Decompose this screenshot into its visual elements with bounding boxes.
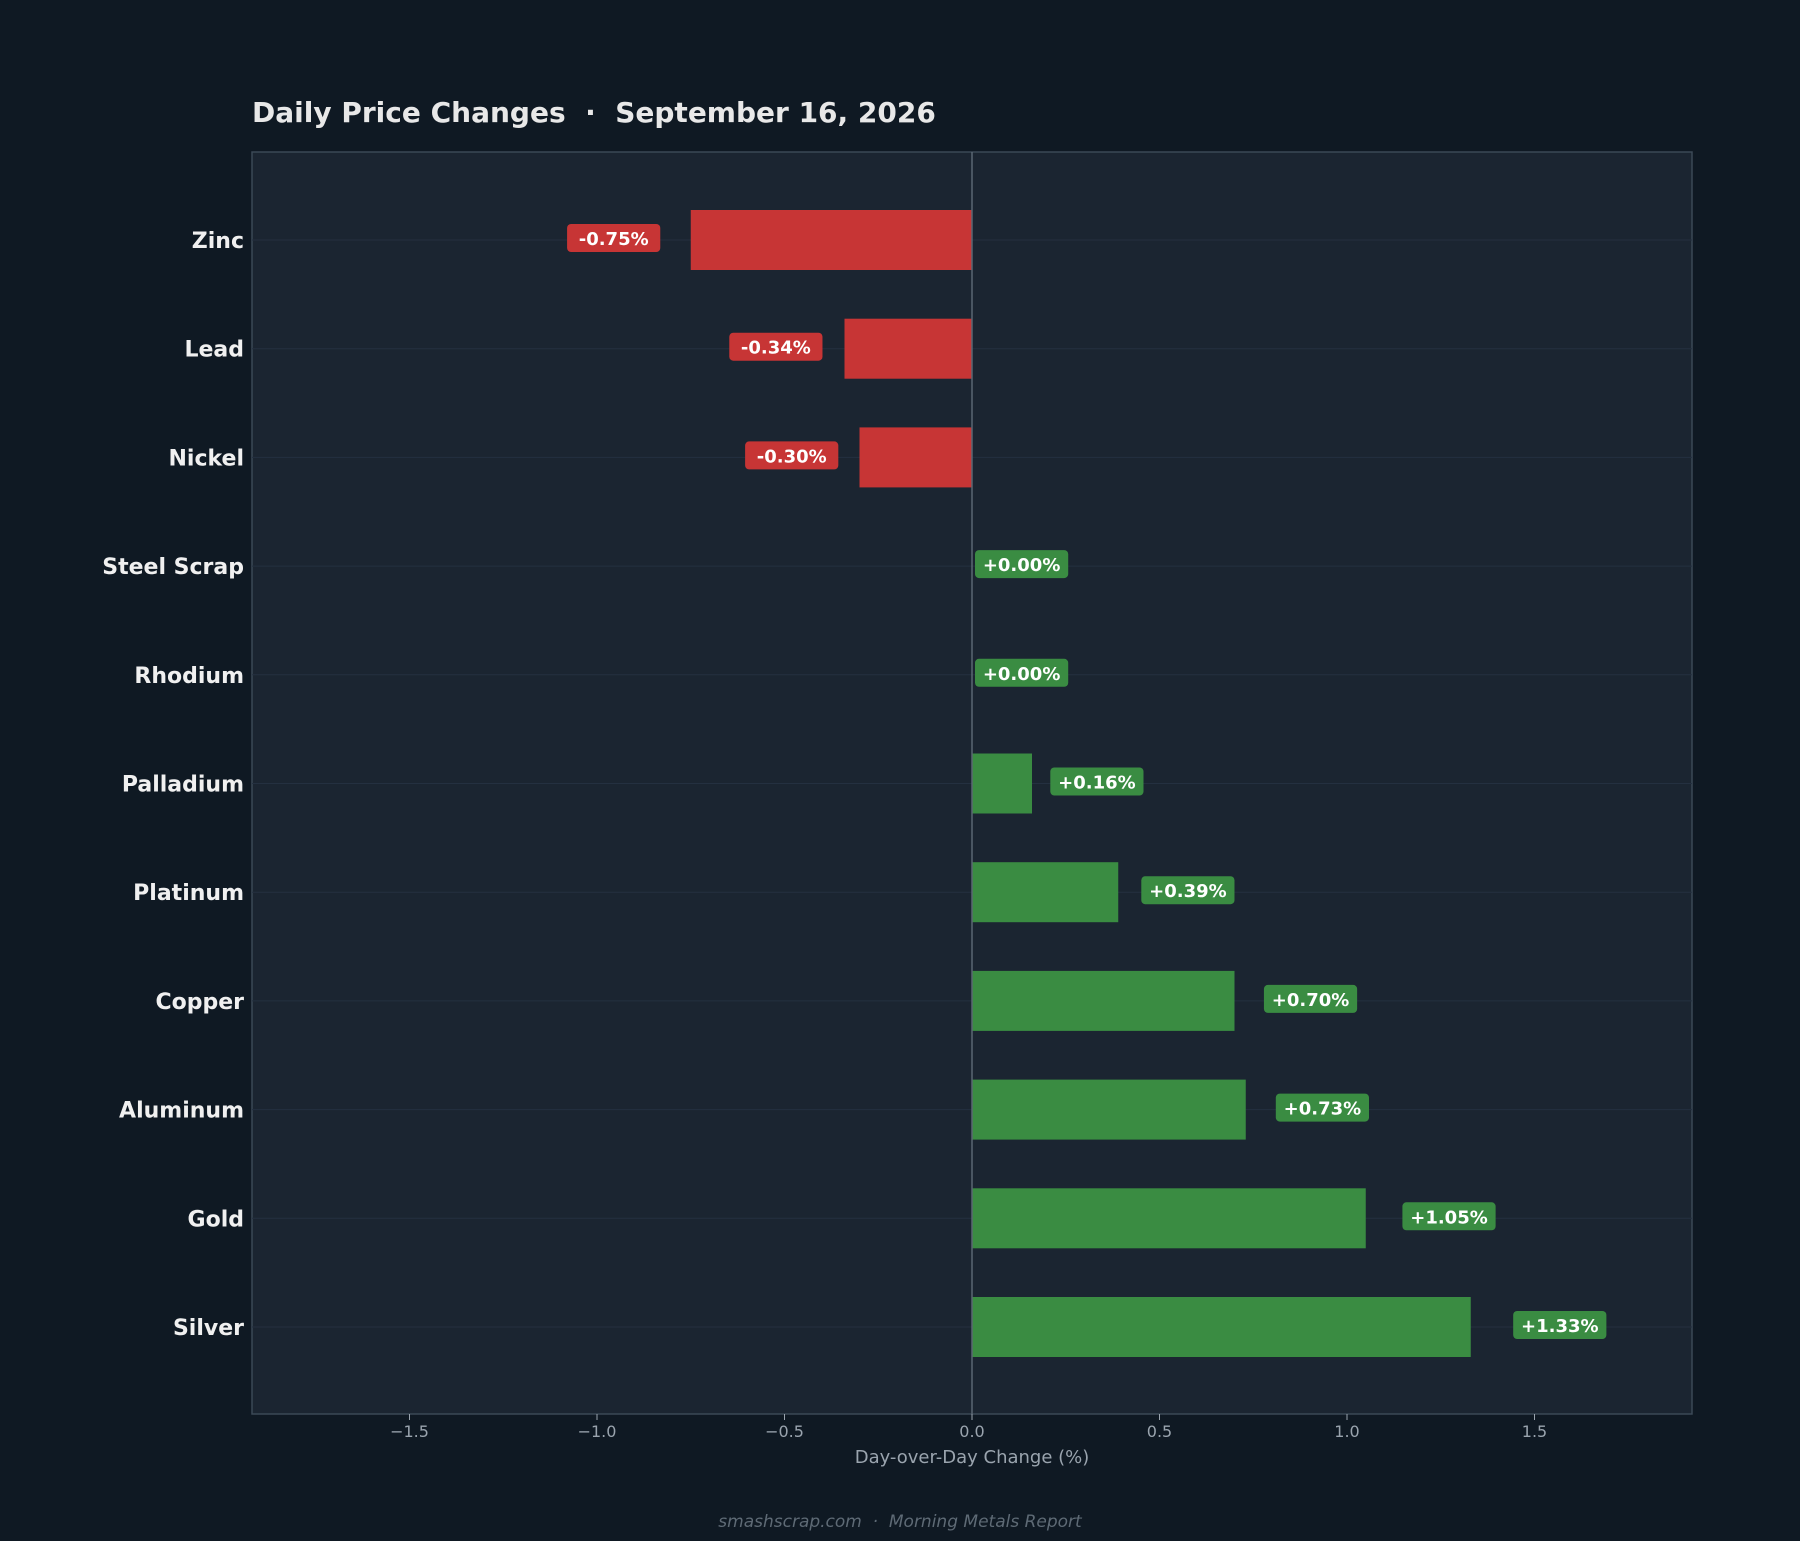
category-label: Steel Scrap	[102, 555, 244, 580]
category-label: Palladium	[122, 773, 244, 798]
value-label: -0.30%	[757, 446, 827, 467]
value-badge	[1263, 984, 1358, 1013]
value-label: +0.16%	[1058, 773, 1136, 794]
value-label: +0.00%	[983, 555, 1061, 576]
category-label: Rhodium	[134, 664, 244, 689]
category-label: Zinc	[192, 229, 244, 254]
value-label: +0.00%	[983, 664, 1061, 685]
x-tick-label: −1.5	[390, 1422, 429, 1441]
value-badge	[975, 550, 1069, 579]
value-label: -0.75%	[579, 229, 649, 250]
category-label: Nickel	[169, 446, 245, 471]
value-label: +0.73%	[1284, 1099, 1362, 1120]
category-label: Copper	[155, 990, 244, 1015]
value-badge	[1402, 1202, 1496, 1231]
bar-lead	[844, 318, 972, 379]
chart-title: Daily Price Changes · September 16, 2026	[252, 96, 936, 129]
x-tick-label: 0.5	[1147, 1422, 1172, 1441]
category-label: Gold	[188, 1207, 244, 1232]
bar-palladium	[972, 753, 1032, 814]
value-label: +0.39%	[1149, 881, 1227, 902]
x-tick-label: −1.0	[578, 1422, 617, 1441]
x-tick-label: 1.5	[1522, 1422, 1547, 1441]
value-labels-group: -0.75% -0.34% -0.30% +0.00% +0.00% +0.16% +0.3…	[567, 224, 1607, 1339]
value-label: +0.70%	[1272, 990, 1350, 1011]
value-badge	[729, 332, 823, 361]
value-label: -0.34%	[741, 338, 811, 359]
bar-copper	[972, 970, 1235, 1031]
value-badge	[1141, 876, 1235, 905]
bar-platinum	[972, 862, 1119, 923]
value-badge	[567, 224, 661, 252]
category-label: Lead	[184, 338, 244, 363]
value-badge	[975, 658, 1069, 687]
bar-nickel	[859, 427, 972, 488]
value-badge	[745, 441, 839, 470]
bar-aluminum	[972, 1079, 1246, 1140]
x-tick-label: −0.5	[765, 1422, 804, 1441]
category-labels-group: Zinc Lead Nickel Steel Scrap Rhodium Palladiu…	[102, 229, 244, 1341]
x-axis-ticks: −1.5 −1.0 −0.5 0.0 0.5 1.0 1.5	[390, 1414, 1547, 1441]
x-tick-label: 1.0	[1334, 1422, 1359, 1441]
x-axis-label: Day-over-Day Change (%)	[855, 1447, 1090, 1468]
x-tick-label: 0.0	[959, 1422, 984, 1441]
value-badge	[1513, 1311, 1607, 1339]
footer-source: smashscrap.com · Morning Metals Report	[718, 1512, 1083, 1532]
bar-silver	[972, 1297, 1471, 1357]
category-label: Aluminum	[119, 1099, 244, 1124]
bar-zinc	[690, 210, 972, 270]
bars-group	[690, 210, 1471, 1357]
value-label: +1.05%	[1410, 1207, 1488, 1228]
value-badge	[1050, 767, 1144, 796]
category-label: Platinum	[133, 881, 244, 906]
value-label: +1.33%	[1521, 1316, 1599, 1337]
value-badge	[1275, 1093, 1370, 1122]
bar-gold	[972, 1188, 1366, 1249]
category-label: Silver	[173, 1316, 244, 1341]
